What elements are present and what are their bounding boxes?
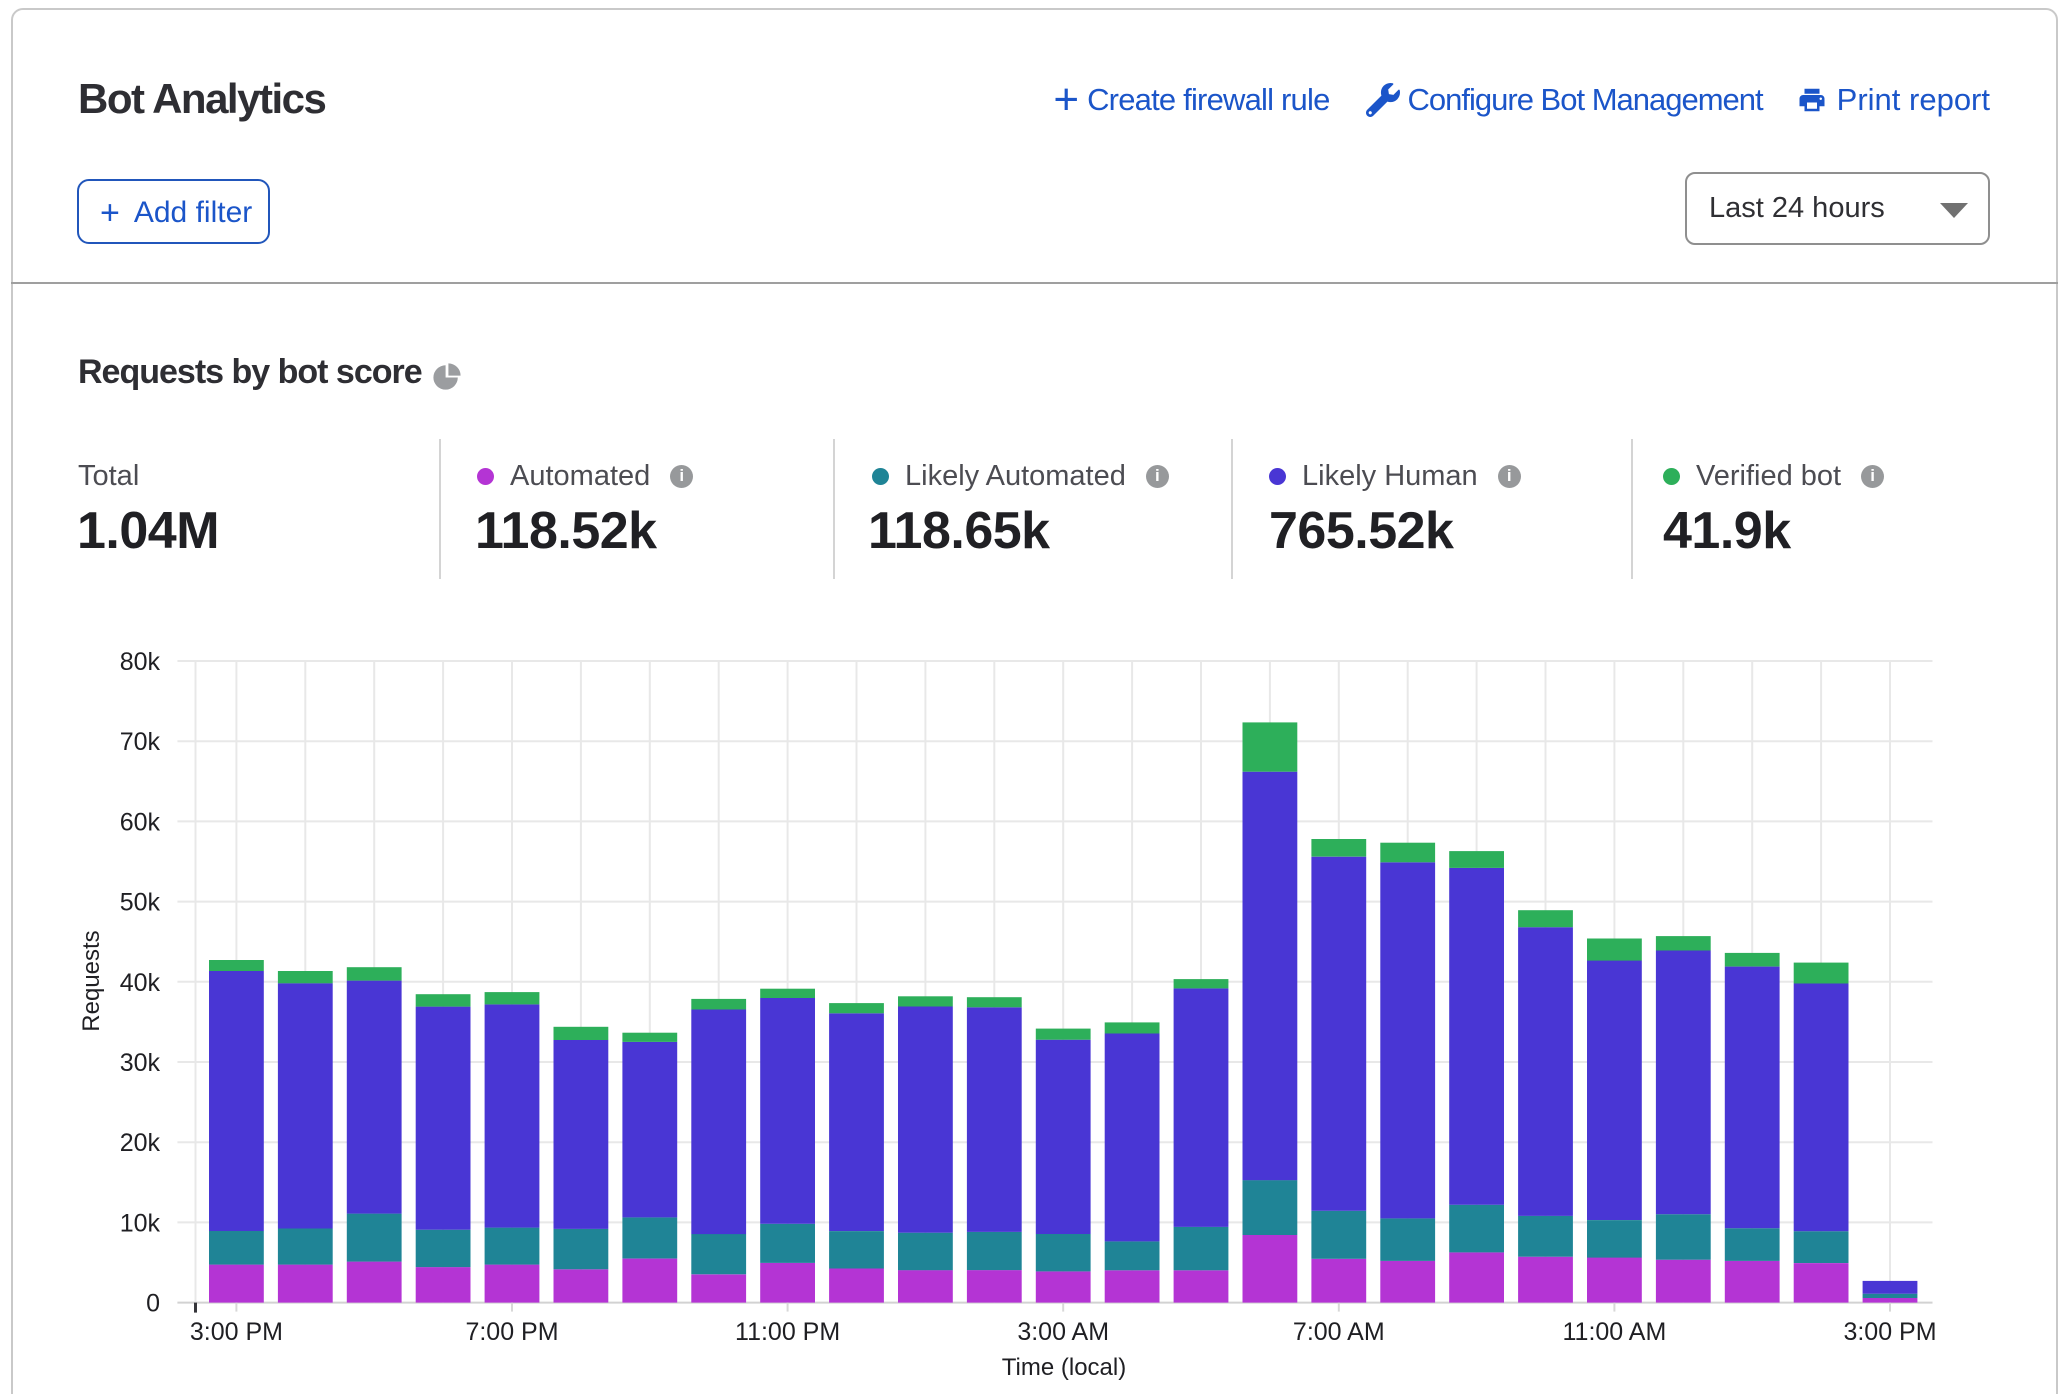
svg-text:7:00 PM: 7:00 PM [465, 1318, 558, 1346]
svg-text:20k: 20k [120, 1129, 161, 1157]
svg-text:50k: 50k [120, 889, 161, 917]
svg-text:3:00 AM: 3:00 AM [1017, 1318, 1109, 1346]
svg-text:11:00 AM: 11:00 AM [1563, 1318, 1667, 1346]
svg-text:10k: 10k [120, 1209, 161, 1237]
svg-text:7:00 AM: 7:00 AM [1293, 1318, 1385, 1346]
svg-text:Time (local): Time (local) [1002, 1354, 1126, 1381]
svg-text:3:00 PM: 3:00 PM [190, 1318, 283, 1346]
svg-text:70k: 70k [120, 728, 161, 756]
svg-text:11:00 PM: 11:00 PM [735, 1318, 840, 1346]
svg-text:80k: 80k [120, 648, 161, 676]
svg-text:3:00 PM: 3:00 PM [1843, 1318, 1936, 1346]
svg-text:Requests: Requests [78, 930, 105, 1031]
svg-text:0: 0 [146, 1290, 160, 1318]
svg-text:30k: 30k [120, 1049, 161, 1077]
svg-text:40k: 40k [120, 969, 161, 997]
svg-text:60k: 60k [120, 808, 161, 836]
